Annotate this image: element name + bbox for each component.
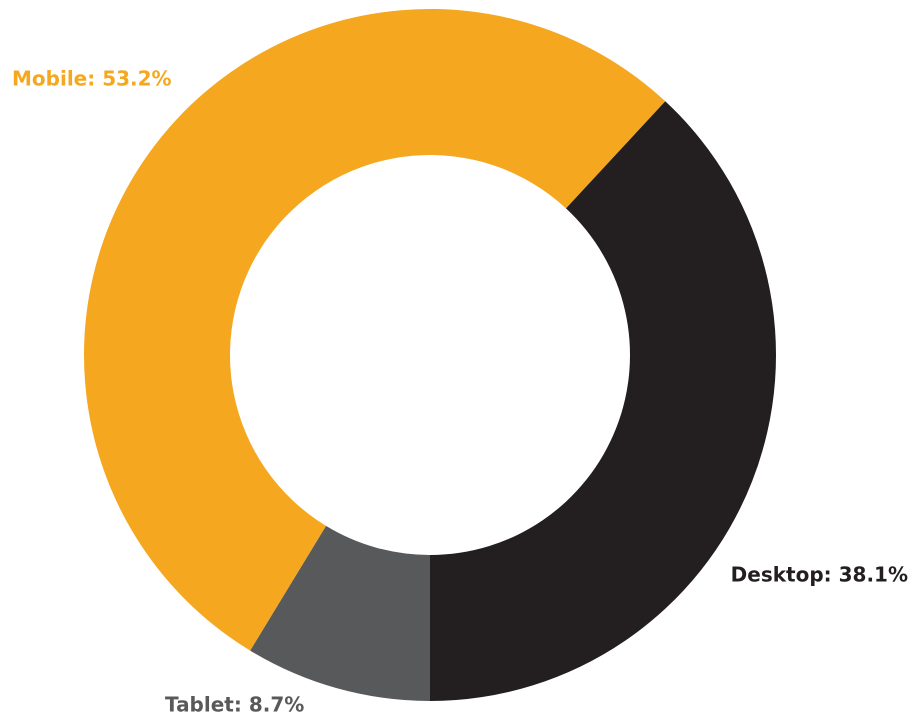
slice-label: Tablet: 8.7% <box>165 693 304 717</box>
donut-slice <box>83 8 666 651</box>
slice-label: Mobile: 53.2% <box>12 67 172 91</box>
donut-slice <box>430 101 776 702</box>
donut-slice <box>250 525 430 701</box>
slice-label: Desktop: 38.1% <box>731 563 908 587</box>
